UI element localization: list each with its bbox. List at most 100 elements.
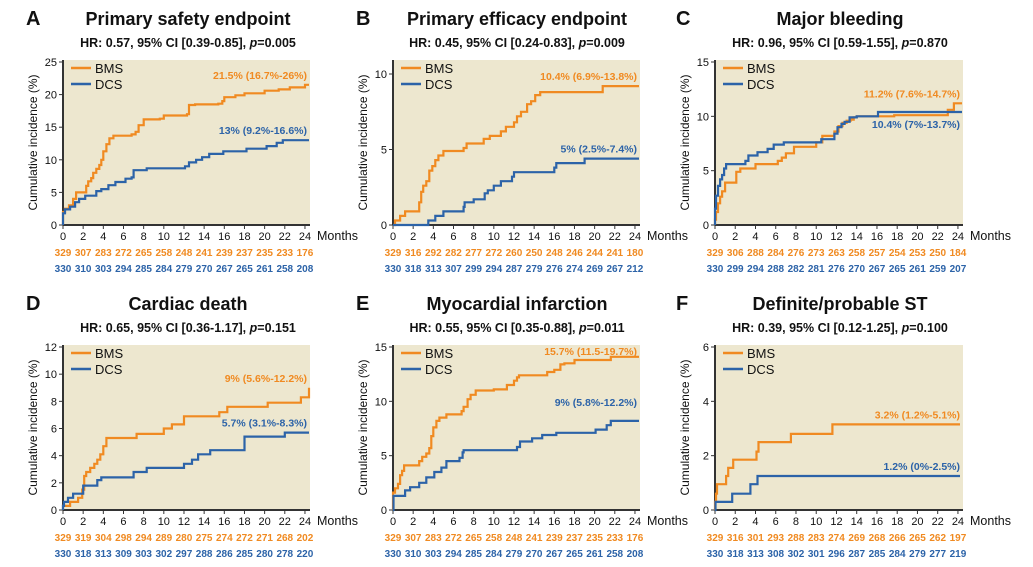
at-risk-bms: 272 <box>115 248 132 259</box>
at-risk-bms: 288 <box>788 533 805 544</box>
plot-area <box>715 60 963 225</box>
x-tick-label: 0 <box>390 516 396 528</box>
series-line-dcs <box>713 110 962 225</box>
legend-label-bms: BMS <box>425 346 454 361</box>
x-axis-label: Months <box>970 514 1011 528</box>
panel-letter: C <box>676 8 690 30</box>
x-tick-label: 4 <box>100 516 106 528</box>
panel-title: Major bleeding <box>776 9 903 29</box>
at-risk-bms: 241 <box>196 248 213 259</box>
plot-area <box>715 345 963 510</box>
x-tick-label: 12 <box>508 516 520 528</box>
at-risk-bms: 263 <box>828 248 845 259</box>
x-tick-label: 12 <box>178 516 190 528</box>
at-risk-bms: 329 <box>385 248 402 259</box>
at-risk-dcs: 261 <box>586 549 603 560</box>
hazard-ratio: HR: 0.55, 95% CI [0.35-0.88], <box>409 321 579 335</box>
at-risk-dcs: 294 <box>485 264 502 275</box>
x-tick-label: 8 <box>793 231 799 243</box>
x-tick-label: 20 <box>589 516 601 528</box>
hazard-ratio: HR: 0.39, 95% CI [0.12-1.25], <box>732 321 902 335</box>
at-risk-bms: 265 <box>465 533 482 544</box>
panel-subtitle: HR: 0.65, 95% CI [0.36-1.17], p=0.151 <box>80 321 296 335</box>
at-risk-dcs: 279 <box>526 264 543 275</box>
series-line-bms <box>713 423 960 510</box>
at-risk-bms: 237 <box>566 533 583 544</box>
series-line-bms <box>393 85 639 227</box>
x-tick-label: 22 <box>932 516 944 528</box>
x-tick-label: 20 <box>589 231 601 243</box>
at-risk-bms: 241 <box>526 533 543 544</box>
at-risk-dcs: 294 <box>445 549 462 560</box>
at-risk-dcs: 212 <box>627 264 644 275</box>
y-tick-label: 5 <box>51 187 57 199</box>
at-risk-dcs: 208 <box>627 549 644 560</box>
at-risk-dcs: 286 <box>216 549 233 560</box>
at-risk-bms: 265 <box>909 533 926 544</box>
panel-e: E Myocardial infarction HR: 0.55, 95% CI [… <box>356 293 688 560</box>
y-tick-label: 2 <box>703 451 709 463</box>
annotation-bms: 10.4% (6.9%-13.8%) <box>540 71 637 83</box>
at-risk-dcs: 313 <box>425 264 442 275</box>
x-tick-label: 12 <box>178 231 190 243</box>
at-risk-dcs: 261 <box>909 264 926 275</box>
legend-label-bms: BMS <box>747 346 776 361</box>
p-label: p <box>901 36 910 50</box>
at-risk-dcs: 220 <box>297 549 314 560</box>
x-tick-label: 6 <box>773 231 779 243</box>
x-tick-label: 0 <box>60 231 66 243</box>
at-risk-bms: 288 <box>747 248 764 259</box>
at-risk-bms: 248 <box>546 248 563 259</box>
p-value: =0.151 <box>257 321 296 335</box>
x-tick-label: 18 <box>891 231 903 243</box>
at-risk-dcs: 330 <box>707 264 724 275</box>
y-tick-label: 0 <box>51 505 57 517</box>
panel-title: Cardiac death <box>128 294 247 314</box>
at-risk-bms: 235 <box>256 248 273 259</box>
at-risk-bms: 268 <box>869 533 886 544</box>
legend-label-dcs: DCS <box>95 362 123 377</box>
panel-letter: A <box>26 8 40 30</box>
x-tick-label: 24 <box>952 231 964 243</box>
y-tick-label: 0 <box>703 220 709 232</box>
at-risk-bms: 239 <box>216 248 233 259</box>
at-risk-dcs: 288 <box>767 264 784 275</box>
y-tick-label: 0 <box>703 505 709 517</box>
x-tick-label: 8 <box>471 516 477 528</box>
at-risk-dcs: 269 <box>586 264 603 275</box>
x-tick-label: 4 <box>752 231 758 243</box>
x-tick-label: 2 <box>732 516 738 528</box>
x-tick-label: 4 <box>430 516 436 528</box>
at-risk-bms: 265 <box>135 248 152 259</box>
at-risk-bms: 258 <box>485 533 502 544</box>
at-risk-dcs: 318 <box>75 549 92 560</box>
at-risk-dcs: 299 <box>727 264 744 275</box>
at-risk-bms: 289 <box>155 533 172 544</box>
x-tick-label: 10 <box>488 516 500 528</box>
at-risk-dcs: 267 <box>546 549 563 560</box>
x-tick-label: 14 <box>851 231 863 243</box>
annotation-bms: 11.2% (7.6%-14.7%) <box>864 88 960 100</box>
at-risk-bms: 271 <box>256 533 273 544</box>
panel-subtitle: HR: 0.45, 95% CI [0.24-0.83], p=0.009 <box>409 36 625 50</box>
y-axis-label: Cumulative incidence (%) <box>26 359 40 495</box>
y-tick-label: 10 <box>45 369 57 381</box>
panel-subtitle: HR: 0.39, 95% CI [0.12-1.25], p=0.100 <box>732 321 948 335</box>
at-risk-dcs: 267 <box>216 264 233 275</box>
at-risk-bms: 248 <box>176 248 193 259</box>
at-risk-dcs: 276 <box>546 264 563 275</box>
legend-label-bms: BMS <box>95 346 124 361</box>
at-risk-dcs: 299 <box>465 264 482 275</box>
annotation-dcs: 1.2% (0%-2.5%) <box>884 461 960 473</box>
y-tick-label: 5 <box>381 451 387 463</box>
y-tick-label: 12 <box>45 342 57 354</box>
x-tick-label: 12 <box>830 231 842 243</box>
x-tick-label: 24 <box>629 516 641 528</box>
y-tick-label: 10 <box>45 155 57 167</box>
x-tick-label: 16 <box>218 231 230 243</box>
y-tick-label: 2 <box>51 478 57 490</box>
at-risk-bms: 250 <box>526 248 543 259</box>
panel-letter: E <box>356 293 369 315</box>
at-risk-dcs: 284 <box>485 549 502 560</box>
at-risk-bms: 294 <box>135 533 152 544</box>
